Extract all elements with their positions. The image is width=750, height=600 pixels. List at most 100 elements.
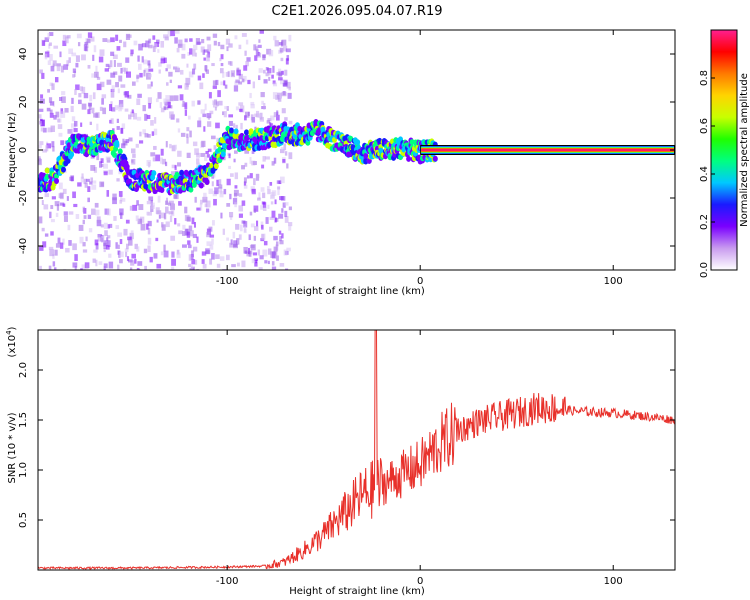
spectrogram-noise-point <box>147 227 151 235</box>
spectrogram-noise-point <box>253 225 259 231</box>
spectrogram-x-label: Height of straight line (km) <box>289 286 425 297</box>
spectrogram-noise-point <box>259 116 265 122</box>
spectrogram-noise-point <box>91 208 96 215</box>
spectrogram-noise-point <box>130 230 134 238</box>
spectrogram-noise-point <box>102 107 107 115</box>
spectrogram-noise-point <box>142 129 146 135</box>
spectrogram-noise-point <box>275 114 280 121</box>
spectrogram-noise-point <box>165 68 168 72</box>
spectrogram-noise-point <box>154 43 158 49</box>
spectrogram-noise-point <box>157 195 161 203</box>
spectrogram-noise-point <box>233 240 238 247</box>
spectrogram-noise-point <box>95 243 99 250</box>
spectrogram-noise-point <box>117 88 120 94</box>
spectrogram-noise-point <box>238 102 244 106</box>
spectrogram-noise-point <box>75 55 80 62</box>
spectrogram-noise-point <box>123 140 128 146</box>
spectrogram-x-tick-label: -100 <box>216 276 239 287</box>
spectrogram-noise-point <box>219 256 225 261</box>
spectrogram-noise-point <box>204 65 208 71</box>
spectrogram-noise-point <box>178 39 183 47</box>
spectrogram-noise-point <box>111 107 116 112</box>
spectrogram-noise-point <box>229 61 233 66</box>
spectrogram-noise-point <box>181 53 186 59</box>
spectrogram-noise-point <box>131 253 137 259</box>
spectrogram-noise-point <box>286 55 290 61</box>
spectrogram-noise-point <box>233 243 238 249</box>
spectrogram-noise-point <box>273 157 277 164</box>
spectrogram-noise-point <box>91 73 97 78</box>
snr-y-tick-label: 1.5 <box>18 412 29 428</box>
colorbar-tick-label: 0.6 <box>699 118 710 134</box>
spectrogram-noise-point <box>261 234 265 240</box>
spectrogram-noise-point <box>147 134 151 138</box>
spectrogram-noise-point <box>217 41 221 47</box>
spectrogram-noise-point <box>152 35 156 40</box>
spectrogram-noise-point <box>288 152 293 160</box>
spectrogram-noise-point <box>226 46 229 52</box>
spectrogram-noise-point <box>63 64 69 70</box>
spectrogram-noise-point <box>258 114 261 118</box>
spectrogram-noise-point <box>165 197 169 205</box>
spectrogram-noise-point <box>212 85 218 89</box>
spectrogram-noise-point <box>155 237 159 242</box>
spectrogram-noise-point <box>253 44 257 51</box>
spectrogram-noise-point <box>173 95 178 100</box>
spectrogram-noise-point <box>192 68 196 75</box>
spectrogram-noise-point <box>75 62 79 68</box>
snr-x-label: Height of straight line (km) <box>289 586 425 597</box>
spectrogram-noise-point <box>47 89 50 93</box>
spectrogram-noise-point <box>272 82 278 87</box>
spectrogram-noise-point <box>117 244 120 250</box>
spectrogram-noise-point <box>226 203 231 207</box>
spectrogram-noise-point <box>148 44 153 49</box>
spectrogram-noise-point <box>115 82 119 88</box>
spectrogram-noise-point <box>72 243 77 251</box>
spectrogram-noise-point <box>171 164 177 169</box>
spectrogram-noise-point <box>94 239 99 246</box>
spectrogram-noise-point <box>236 262 240 267</box>
spectrogram-noise-point <box>203 57 206 61</box>
spectrogram-noise-point <box>250 223 255 228</box>
spectrogram-noise-point <box>222 111 225 116</box>
spectrogram-noise-point <box>141 43 147 48</box>
spectrogram-noise-point <box>218 187 223 193</box>
spectrogram-noise-point <box>202 263 207 269</box>
spectrogram-noise-point <box>75 84 80 91</box>
spectrogram-noise-point <box>210 135 216 140</box>
spectrogram-noise-point <box>146 211 150 216</box>
spectrogram-noise-point <box>51 141 55 148</box>
spectrogram-noise-point <box>238 213 243 218</box>
spectrogram-noise-point <box>147 84 152 89</box>
spectrogram-noise-point <box>101 236 105 243</box>
spectrogram-ridge-point <box>114 139 120 146</box>
spectrogram-noise-point <box>77 182 82 187</box>
spectrogram-noise-point <box>267 118 272 122</box>
spectrogram-noise-point <box>169 215 173 223</box>
spectrogram-noise-point <box>95 259 98 267</box>
spectrogram-noise-point <box>206 54 210 62</box>
spectrogram-noise-point <box>150 152 156 157</box>
spectrogram-noise-point <box>137 55 140 62</box>
colorbar-label: Normalized spectral amplitude <box>739 73 750 227</box>
spectrogram-noise-point <box>283 249 288 256</box>
spectrogram-noise-point <box>271 251 277 259</box>
spectrogram-noise-point <box>39 245 44 251</box>
spectrogram-noise-point <box>254 259 258 264</box>
spectrogram-noise-point <box>46 107 51 112</box>
spectrogram-noise-point <box>121 123 126 130</box>
spectrogram-noise-point <box>49 82 53 86</box>
spectrogram-noise-point <box>251 150 255 154</box>
spectrogram-noise-point <box>135 215 139 222</box>
spectrogram-noise-point <box>284 151 288 156</box>
spectrogram-noise-point <box>288 34 292 42</box>
spectrogram-noise-point <box>157 49 160 53</box>
spectrogram-noise-point <box>226 178 231 186</box>
spectrogram-noise-point <box>93 180 97 184</box>
spectrogram-noise-point <box>108 65 111 70</box>
spectrogram-noise-point <box>130 49 134 55</box>
spectrogram-noise-point <box>153 253 158 259</box>
spectrogram-noise-point <box>286 247 291 252</box>
spectrogram-noise-point <box>244 162 248 167</box>
spectrogram-noise-point <box>182 231 186 236</box>
